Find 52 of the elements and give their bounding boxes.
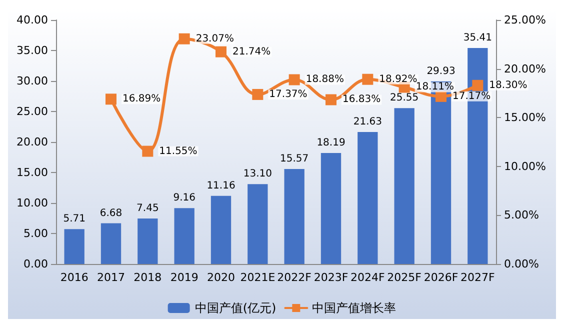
data-label: 11.16 [206, 180, 236, 192]
x-tick-label: 2027F [460, 271, 495, 284]
data-label: 16.83% [342, 94, 381, 106]
y-tick-label: 20.00 [16, 136, 48, 148]
y-tick-label: 35.00 [16, 44, 48, 57]
data-label: 7.45 [136, 203, 159, 214]
legend-label: 中国产值增长率 [312, 301, 396, 315]
y-tick-label: 5.00 [24, 227, 48, 240]
x-tick-label: 2022F [277, 271, 312, 284]
y-tick-label: 15.00 [16, 166, 48, 179]
data-label: 21.63 [353, 116, 382, 128]
legend-label: 中国产值(亿元) [194, 301, 276, 315]
x-tick-label: 2016 [60, 271, 88, 284]
data-label: 18.92% [379, 74, 418, 85]
x-tick-label: 2024F [350, 271, 385, 284]
data-label: 18.30% [489, 80, 528, 91]
data-label: 35.41 [463, 32, 492, 44]
y2-tick-label: 10.00% [504, 160, 546, 173]
y2-tick-label: 15.00% [504, 111, 546, 124]
y2-tick-label: 20.00% [504, 62, 546, 76]
x-tick-label: 2018 [134, 271, 162, 284]
y-tick-label: 0.00 [24, 258, 48, 270]
data-label: 25.55 [390, 92, 419, 104]
data-label: 13.10 [243, 168, 272, 180]
data-label: 23.07% [196, 33, 234, 44]
y2-tick-label: 0.00% [504, 258, 539, 270]
data-label: 15.57 [280, 154, 309, 165]
data-label: 21.74% [232, 46, 271, 58]
data-label: 29.93 [426, 66, 456, 77]
y-tick-label: 30.00 [16, 74, 48, 88]
x-tick-label: 2026F [424, 271, 458, 284]
x-tick-label: 2020 [207, 271, 235, 284]
data-label: 17.17% [452, 90, 491, 102]
data-label: 16.89% [122, 94, 161, 105]
y2-tick-label: 25.00% [504, 14, 546, 26]
x-tick-label: 2023F [314, 271, 348, 284]
y2-tick-label: 5.00% [504, 208, 539, 222]
data-label: 18.19 [316, 138, 346, 149]
data-label: 18.11% [416, 82, 454, 93]
x-tick-label: 2017 [97, 271, 125, 284]
data-label: 11.55% [159, 146, 198, 157]
data-label: 18.88% [306, 74, 344, 86]
x-tick-label: 2021E [240, 271, 276, 284]
data-label: 17.37% [269, 88, 308, 100]
data-label: 9.16 [173, 192, 196, 204]
y-tick-label: 25.00 [16, 105, 48, 118]
data-label: 6.68 [100, 208, 122, 219]
data-label: 5.71 [63, 214, 86, 225]
y-tick-label: 40.00 [16, 14, 48, 26]
x-tick-label: 2025F [387, 271, 422, 284]
y-tick-label: 10.00 [16, 196, 48, 210]
x-tick-label: 2019 [170, 271, 198, 284]
